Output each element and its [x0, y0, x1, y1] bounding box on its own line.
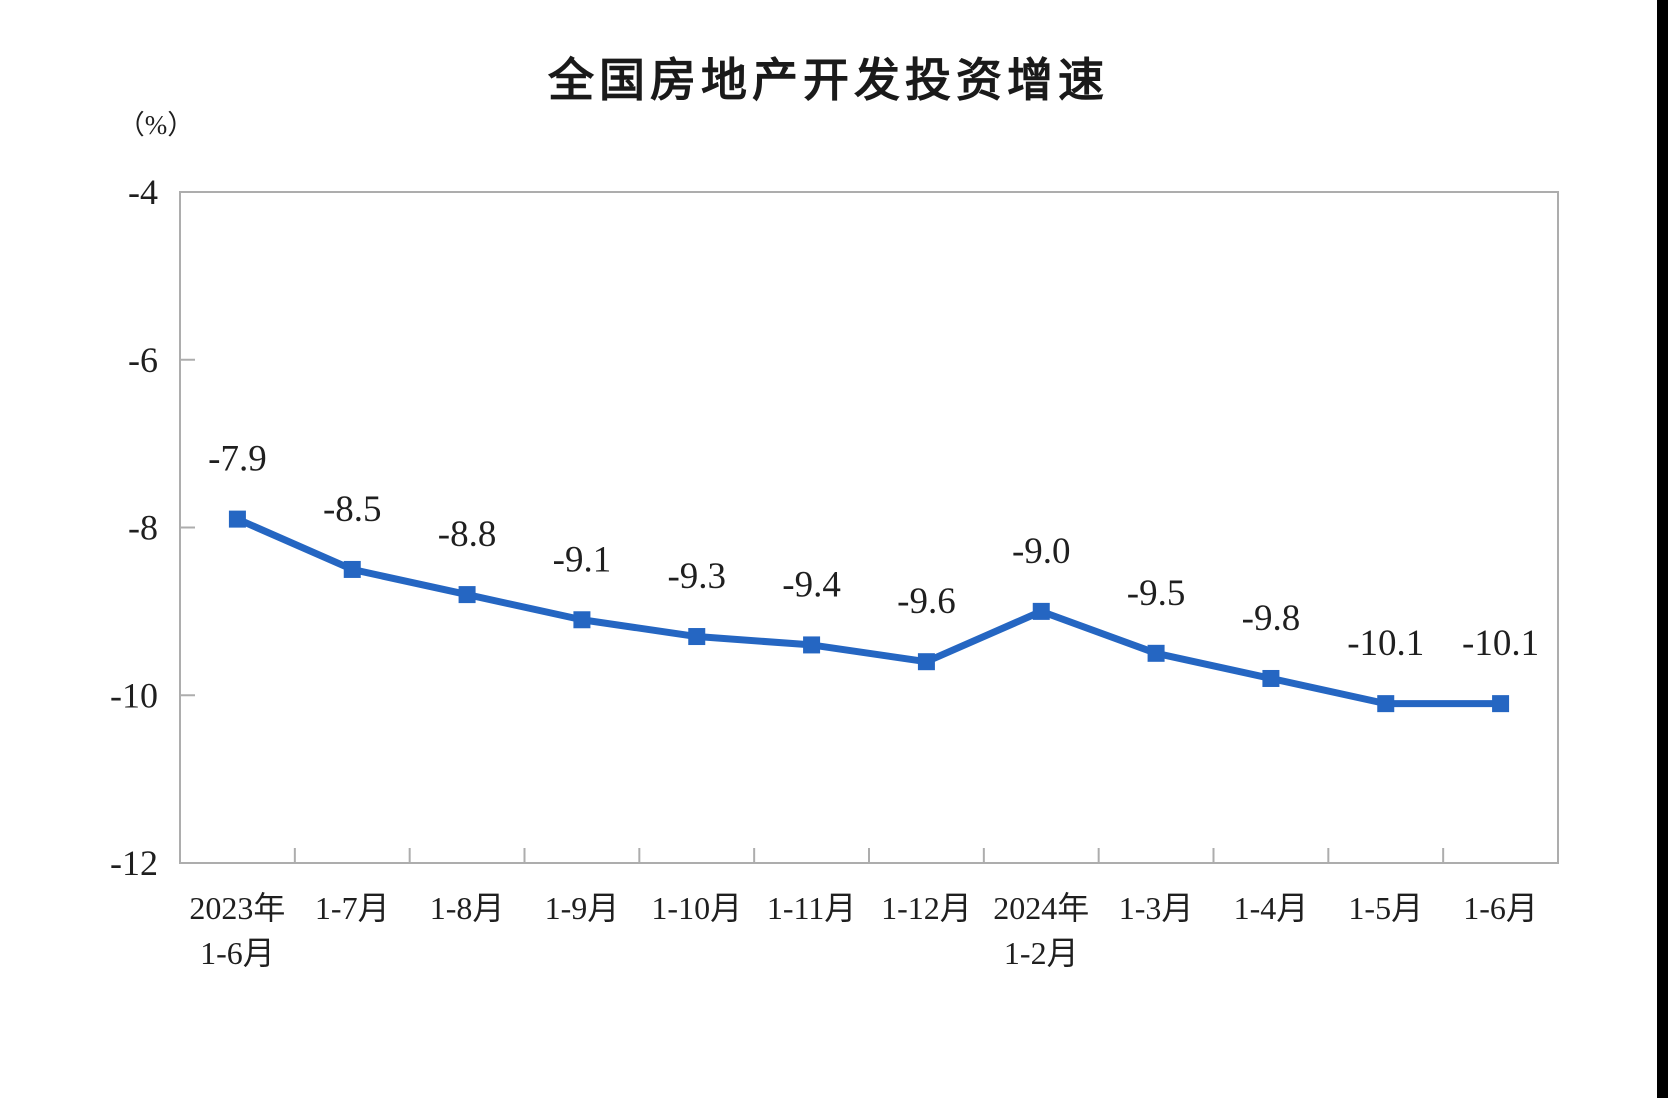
data-point-marker — [458, 586, 476, 604]
x-axis-label: 1-3月 — [1119, 890, 1194, 926]
data-point-marker — [1147, 644, 1165, 662]
x-axis-label: 1-4月 — [1234, 890, 1309, 926]
x-axis-label: 1-9月 — [545, 890, 620, 926]
data-point-label: -10.1 — [1462, 623, 1539, 664]
y-axis-unit-label: （%） — [117, 110, 195, 140]
x-axis-label: 1-8月 — [430, 890, 505, 926]
data-point-label: -9.4 — [782, 564, 841, 605]
data-line — [233, 515, 1505, 708]
screen-edge-bar — [1657, 0, 1668, 1098]
chart-title: 全国房地产开发投资增速 — [548, 54, 1109, 106]
data-point-label: -10.1 — [1347, 623, 1424, 664]
x-axis-label: 2023年 — [189, 890, 285, 926]
x-axis-label: 1-11月 — [767, 890, 856, 926]
x-axis-label: 1-2月 — [1004, 935, 1079, 971]
y-axis-tick-label: -12 — [110, 843, 158, 883]
data-point-marker — [1032, 602, 1050, 620]
y-axis-tick-label: -6 — [128, 340, 158, 380]
data-point-label: -9.6 — [897, 581, 956, 622]
data-point-marker — [343, 560, 361, 578]
data-point-marker — [688, 628, 706, 646]
y-axis-tick-label: -10 — [110, 675, 158, 715]
data-point-marker — [917, 653, 935, 671]
data-point-marker — [573, 611, 591, 629]
plot-frame — [179, 191, 1559, 864]
data-point-marker — [803, 636, 821, 654]
data-point-marker — [1377, 695, 1395, 713]
x-axis-label: 1-10月 — [651, 890, 742, 926]
data-point-label: -8.5 — [323, 489, 382, 530]
x-axis-label: 1-12月 — [881, 890, 972, 926]
data-point-label: -9.1 — [553, 539, 612, 580]
data-point-marker — [228, 510, 246, 528]
x-axis-label: 1-7月 — [315, 890, 390, 926]
data-point-label: -8.8 — [438, 514, 497, 555]
data-point-label: -9.3 — [667, 556, 726, 597]
data-point-marker — [1492, 695, 1510, 713]
data-point-label: -9.8 — [1242, 598, 1301, 639]
x-axis-label: 2024年 — [993, 890, 1089, 926]
y-axis-tick-label: -8 — [128, 508, 158, 548]
data-point-marker — [1262, 669, 1280, 687]
x-axis-label: 1-6月 — [1463, 890, 1538, 926]
x-axis-label: 1-5月 — [1348, 890, 1423, 926]
data-point-label: -9.5 — [1127, 573, 1186, 614]
data-point-label: -9.0 — [1012, 531, 1071, 572]
data-point-label: -7.9 — [208, 439, 267, 480]
y-axis-tick-label: -4 — [128, 172, 158, 212]
x-axis-label: 1-6月 — [200, 935, 275, 971]
